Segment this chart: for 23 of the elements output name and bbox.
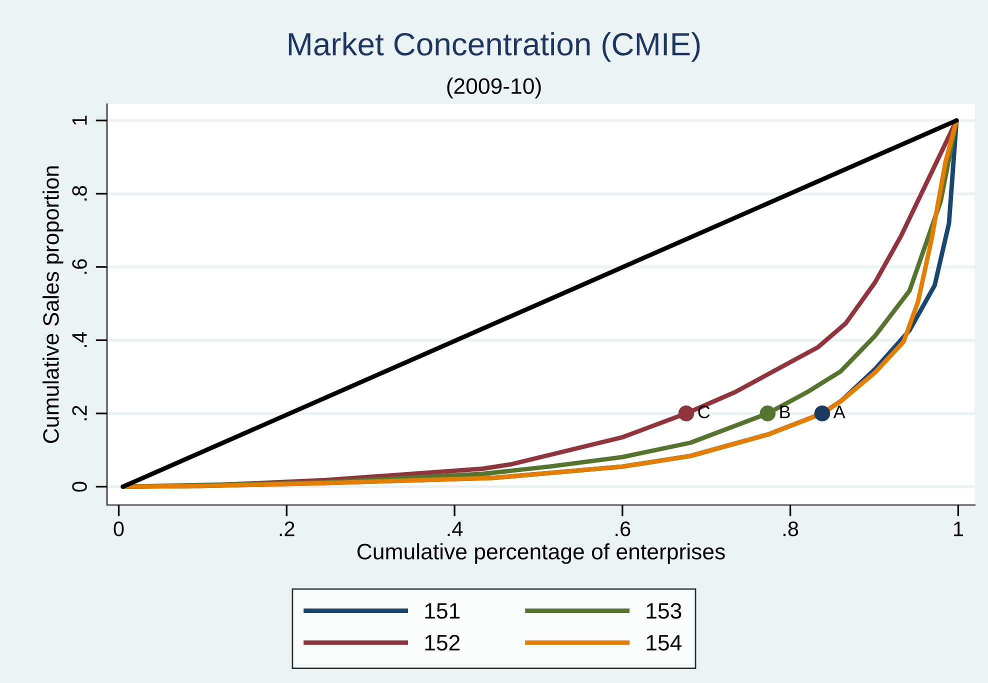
- legend-label: 151: [425, 603, 460, 619]
- y-axis-title: Cumulative Sales proportion: [42, 166, 64, 443]
- x-tick-label: 1: [954, 522, 963, 536]
- x-axis-title: Cumulative percentage of enterprises: [357, 543, 725, 564]
- annotation: C: [698, 406, 710, 418]
- y-tick-label: .8: [72, 186, 87, 201]
- legend-label: 152: [425, 634, 460, 651]
- x-tick-label: 0: [114, 522, 124, 536]
- legend-label: 153: [646, 603, 682, 619]
- annotation: B: [780, 406, 790, 418]
- legend-label: 154: [646, 635, 682, 651]
- y-tick-label: 1: [72, 116, 87, 125]
- annotation: A: [833, 406, 846, 418]
- x-tick-label: .2: [280, 522, 294, 536]
- chart-title: Market Concentration (CMIE): [288, 32, 700, 62]
- x-tick-label: .4: [448, 522, 463, 536]
- x-tick-label: .6: [616, 522, 630, 536]
- y-tick-label: .6: [72, 259, 87, 274]
- y-tick-label: .4: [72, 332, 87, 347]
- y-tick-label: .2: [72, 406, 87, 420]
- chart-subtitle: (2009-10): [447, 78, 541, 98]
- x-tick-label: .8: [784, 522, 798, 536]
- y-tick-label: 0: [72, 482, 87, 492]
